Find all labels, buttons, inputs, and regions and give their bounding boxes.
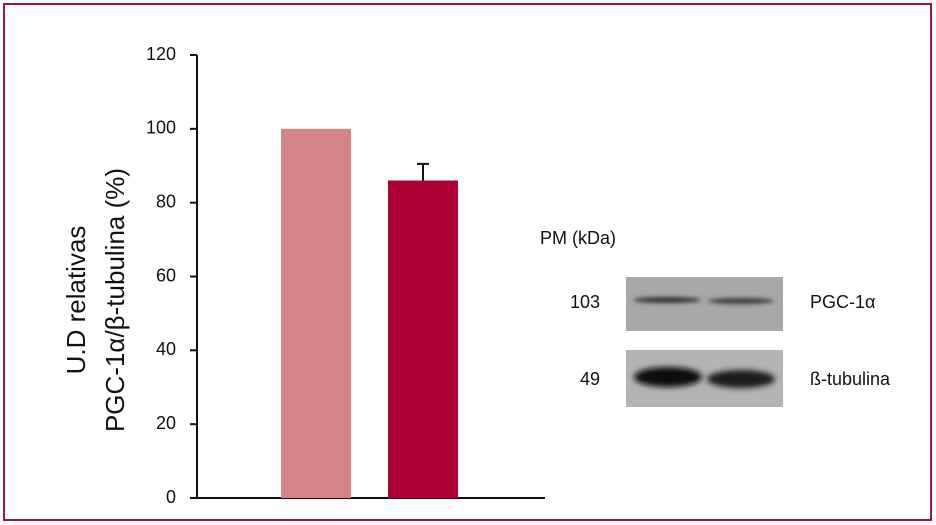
bar bbox=[281, 129, 351, 498]
y-tick-label: 100 bbox=[146, 118, 176, 138]
blot-mw: 49 bbox=[580, 369, 600, 389]
frame bbox=[4, 4, 931, 520]
y-tick-label: 40 bbox=[156, 339, 176, 359]
y-tick-label: 20 bbox=[156, 413, 176, 433]
blot-label: PGC-1α bbox=[810, 292, 875, 312]
blot-band bbox=[634, 367, 702, 387]
blot-panel bbox=[626, 277, 783, 331]
figure: U.D relativas PGC-1α/β-tubulina (%) PM (… bbox=[0, 0, 936, 525]
y-axis-label: PGC-1α/β-tubulina (%) bbox=[100, 168, 130, 432]
blot-header: PM (kDa) bbox=[540, 228, 616, 248]
blot-label: ß-tubulina bbox=[810, 369, 891, 389]
bar bbox=[388, 181, 458, 498]
y-tick-label: 0 bbox=[166, 487, 176, 507]
y-tick-label: 120 bbox=[146, 44, 176, 64]
blot-band bbox=[633, 297, 701, 303]
y-tick-label: 80 bbox=[156, 191, 176, 211]
blot-band bbox=[708, 298, 774, 304]
blot-mw: 103 bbox=[570, 292, 600, 312]
y-tick-label: 60 bbox=[156, 265, 176, 285]
y-axis-label: U.D relativas bbox=[61, 226, 91, 375]
blot-band bbox=[707, 370, 775, 388]
page: {"chart_data": {"type": "bar", "ylabel":… bbox=[0, 0, 936, 525]
